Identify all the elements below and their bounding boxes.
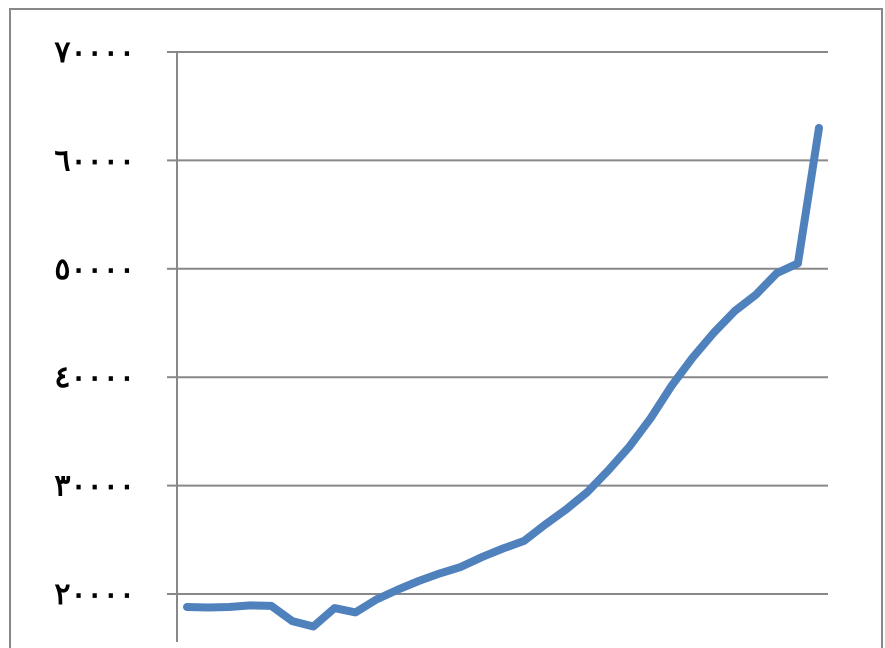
data-point [774,270,780,276]
data-point [795,260,801,266]
data-point [500,546,506,552]
data-point [205,605,211,611]
y-tick-label: ٣٠٠٠٠ [54,469,135,504]
y-tick-labels: ٧٠٠٠٠ ٦٠٠٠٠ ٥٠٠٠٠ ٤٠٠٠٠ ٣٠٠٠٠ ٢٠٠٠٠ [54,35,135,612]
data-point [289,618,295,624]
series-line [183,123,823,631]
data-point [479,554,485,560]
chart-frame [9,8,883,648]
y-tick-label: ٥٠٠٠٠ [54,252,135,287]
data-point [732,308,738,314]
data-point [310,624,316,630]
gridlines [167,51,828,595]
y-tick-label: ٧٠٠٠٠ [54,35,135,70]
data-point [184,604,190,610]
data-point [816,125,822,131]
data-point [669,383,675,389]
y-tick-label: ٦٠٠٠٠ [54,143,135,178]
data-point [626,444,632,450]
data-point [542,522,548,528]
series-layer [183,123,823,631]
data-point [711,330,717,336]
data-point [648,415,654,421]
data-point [521,538,527,544]
data-point [753,292,759,298]
data-point [395,587,401,593]
data-point [332,605,338,611]
y-tick-label: ٢٠٠٠٠ [54,577,135,612]
data-point [226,604,232,610]
data-point [268,603,274,609]
data-point [458,564,464,570]
data-point [690,355,696,361]
data-point [416,578,422,584]
data-point [353,609,359,615]
data-point [605,467,611,473]
data-point [374,596,380,602]
data-point [584,489,590,495]
data-point [437,570,443,576]
y-tick-label: ٤٠٠٠٠ [54,360,135,395]
data-point [563,506,569,512]
data-point [247,602,253,608]
